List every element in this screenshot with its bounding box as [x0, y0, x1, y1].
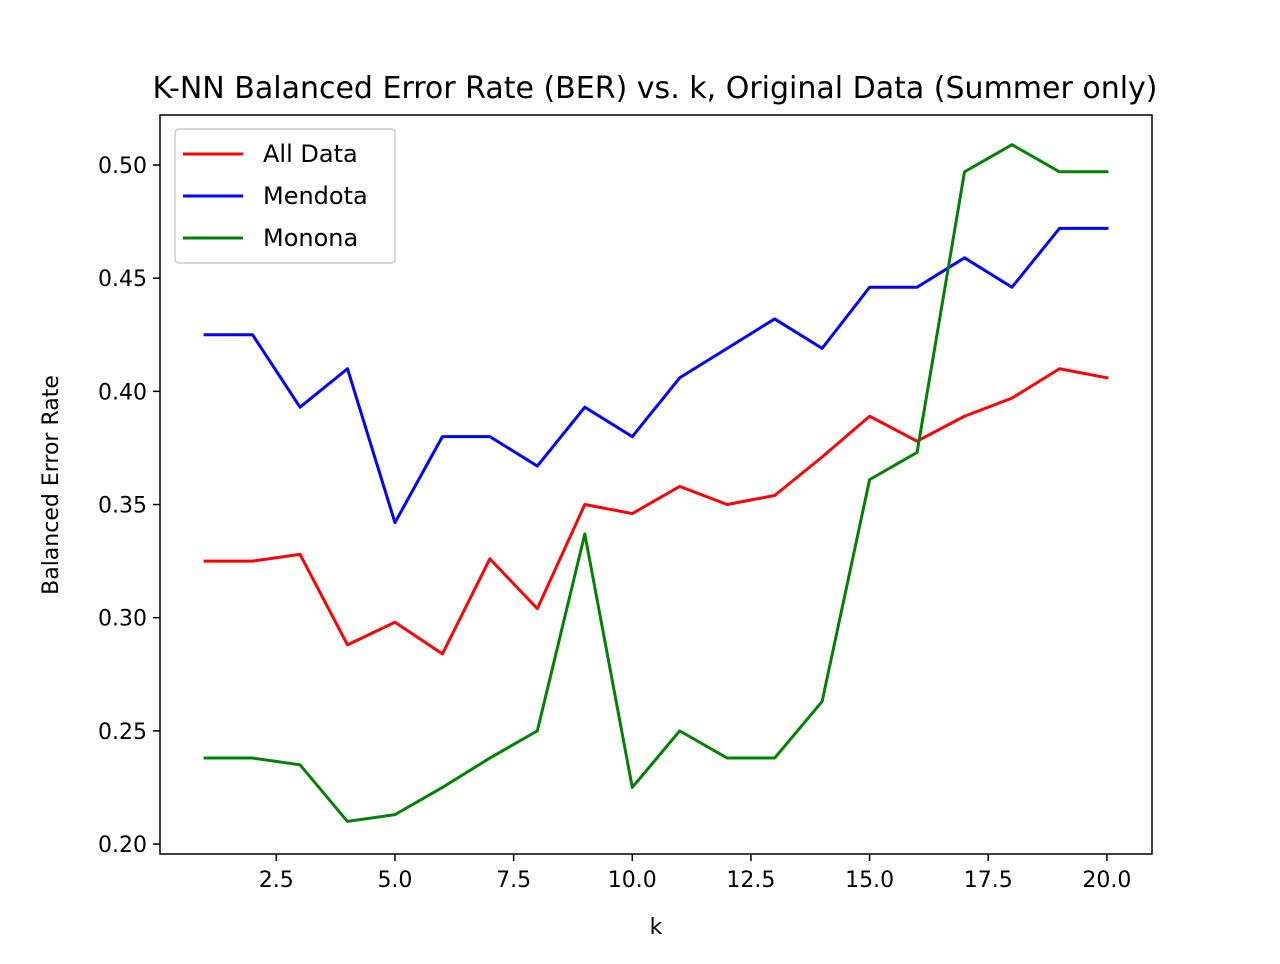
y-axis: 0.20 0.25 0.30 0.35 0.40 0.45 0.50 [98, 154, 160, 858]
plot-frame [159, 114, 1153, 855]
x-tick-label: 12.5 [726, 868, 775, 893]
x-tick-label: 2.5 [259, 868, 294, 893]
y-tick-label: 0.30 [98, 607, 147, 632]
legend: All Data Mendota Monona [174, 128, 396, 264]
y-tick-label: 0.35 [98, 494, 147, 519]
x-axis: 2.5 5.0 7.5 10.0 12.5 15.0 17.5 20.0 [259, 854, 1131, 893]
legend-label-monona: Monona [263, 224, 358, 252]
series-line-all-data [203, 367, 1109, 656]
legend-frame [174, 128, 396, 264]
legend-label-mendota: Mendota [263, 182, 368, 210]
series-line-mendota [203, 226, 1109, 525]
chart-title: K-NN Balanced Error Rate (BER) vs. k, Or… [153, 71, 1158, 106]
x-tick-label: 5.0 [377, 868, 412, 893]
y-axis-label: Balanced Error Rate [39, 375, 64, 595]
x-tick-label: 15.0 [845, 868, 894, 893]
y-tick-label: 0.45 [98, 267, 147, 292]
x-tick-label: 7.5 [496, 868, 531, 893]
x-tick-label: 10.0 [608, 868, 657, 893]
y-tick-label: 0.20 [98, 833, 147, 858]
y-tick-label: 0.40 [98, 380, 147, 405]
legend-label-all-data: All Data [263, 140, 358, 168]
y-tick-label: 0.25 [98, 720, 147, 745]
x-tick-label: 17.5 [964, 868, 1013, 893]
x-axis-label: k [650, 915, 663, 940]
x-tick-label: 20.0 [1082, 868, 1131, 893]
series-line-monona [203, 143, 1109, 823]
plot-marks [203, 143, 1109, 823]
y-tick-label: 0.50 [98, 154, 147, 179]
